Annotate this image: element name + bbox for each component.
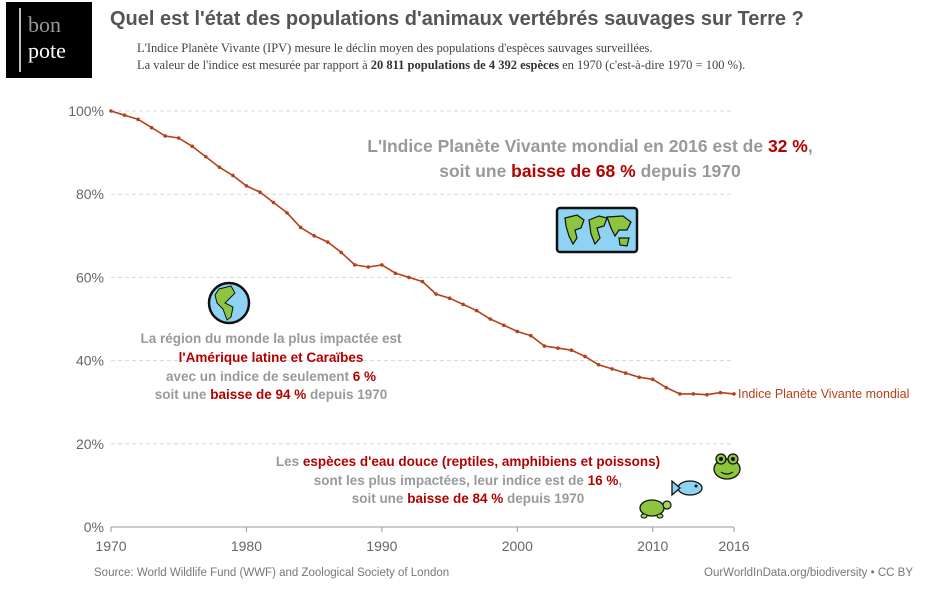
data-point [352, 263, 357, 267]
data-point [231, 173, 235, 178]
data-point [501, 323, 506, 328]
series-points [109, 109, 736, 397]
data-point [650, 377, 655, 382]
data-point [122, 113, 127, 117]
annotation-latam-line2: l'Amérique latine et Caraïbes [179, 350, 364, 365]
chart-subtitle: L'Indice Planète Vivante (IPV) mesure le… [137, 40, 745, 74]
data-point [529, 333, 533, 338]
grid-lines [111, 110, 734, 528]
y-tick-label: 0% [84, 519, 104, 535]
data-point [556, 346, 560, 350]
annotation-latam-line3: avec un indice de seulement 6 % [166, 369, 376, 384]
data-point [312, 234, 316, 238]
data-point [325, 240, 330, 244]
data-point [149, 125, 154, 130]
subtitle-line-1: L'Indice Planète Vivante (IPV) mesure le… [137, 41, 653, 55]
annotation-freshwater-line2: sont les plus impactées, leur indice est… [314, 473, 622, 488]
y-tick-label: 100% [68, 103, 104, 119]
data-point [434, 292, 438, 296]
data-point [190, 144, 195, 149]
chart-title: Quel est l'état des populations d'animau… [110, 8, 804, 30]
data-point [596, 362, 601, 367]
data-point [285, 211, 289, 215]
svg-text:pote: pote [28, 38, 66, 63]
annotation-global-line1: L'Indice Planète Vivante mondial en 2016… [367, 136, 812, 156]
x-tick-label: 2000 [502, 538, 533, 554]
data-point [447, 296, 452, 301]
bonpote-logo-icon: bon pote [19, 8, 66, 72]
data-point [217, 165, 222, 169]
x-tick-label: 2016 [718, 538, 749, 554]
data-point [664, 385, 669, 390]
data-point [204, 154, 208, 159]
data-point [407, 275, 411, 280]
y-tick-label: 80% [76, 186, 104, 202]
data-point [339, 250, 344, 255]
x-tick-label: 2010 [637, 538, 668, 554]
annotation-global-line2: soit une baisse de 68 % depuis 1970 [439, 161, 741, 181]
frog-icon [713, 453, 741, 480]
y-tick-label: 20% [76, 436, 104, 452]
data-point [732, 392, 736, 396]
data-point [542, 344, 547, 348]
data-point [678, 392, 682, 396]
data-point [569, 348, 574, 353]
data-point [515, 329, 520, 334]
data-point [298, 225, 303, 230]
data-point [271, 200, 276, 205]
data-point [691, 392, 696, 396]
fish-icon [671, 479, 703, 497]
turtle-icon [639, 499, 672, 519]
data-point [393, 271, 398, 276]
data-point [583, 354, 587, 359]
data-point [136, 117, 140, 122]
annotation-latam-line1: La région du monde la plus impactée est [140, 331, 402, 346]
y-tick-label: 60% [76, 269, 104, 285]
data-point [474, 308, 479, 313]
data-point [623, 371, 628, 375]
globe-americas-icon [207, 281, 251, 325]
series-label: Indice Planète Vivante mondial [738, 387, 909, 401]
data-point [718, 390, 723, 395]
data-point [461, 302, 465, 307]
data-point [380, 263, 384, 267]
y-tick-label: 40% [76, 353, 104, 369]
svg-text:bon: bon [28, 12, 61, 37]
x-tick-label: 1990 [366, 538, 397, 554]
data-point [258, 190, 262, 194]
data-point [488, 317, 493, 321]
bonpote-logo: bon pote [6, 2, 92, 78]
annotation-freshwater-line1: Les espèces d'eau douce (reptiles, amphi… [276, 454, 660, 469]
x-tick-label: 1980 [231, 538, 262, 554]
y-axis-ticks: 0% 20% 40% 60% 80% 100% [68, 103, 104, 535]
subtitle-line-2: La valeur de l'indice est mesurée par ra… [137, 58, 746, 72]
annotation-latam-line4: soit une baisse de 94 % depuis 1970 [155, 387, 388, 402]
data-point [637, 375, 641, 380]
annotation-freshwater-line3: soit une baisse de 84 % depuis 1970 [352, 491, 585, 506]
data-point [705, 392, 709, 397]
x-tick-label: 1970 [95, 538, 126, 554]
data-point [176, 136, 181, 140]
world-map-icon [555, 206, 639, 254]
data-point [244, 184, 249, 188]
data-point [420, 279, 425, 284]
data-point [109, 109, 113, 113]
x-axis-ticks: 1970 1980 1990 2000 2010 2016 [95, 527, 750, 554]
data-point [366, 265, 371, 269]
data-point [163, 134, 167, 138]
source-note: Source: World Wildlife Fund (WWF) and Zo… [94, 567, 450, 579]
credit-link[interactable]: OurWorldInData.org/biodiversity • CC BY [704, 567, 913, 579]
data-point [610, 367, 614, 371]
